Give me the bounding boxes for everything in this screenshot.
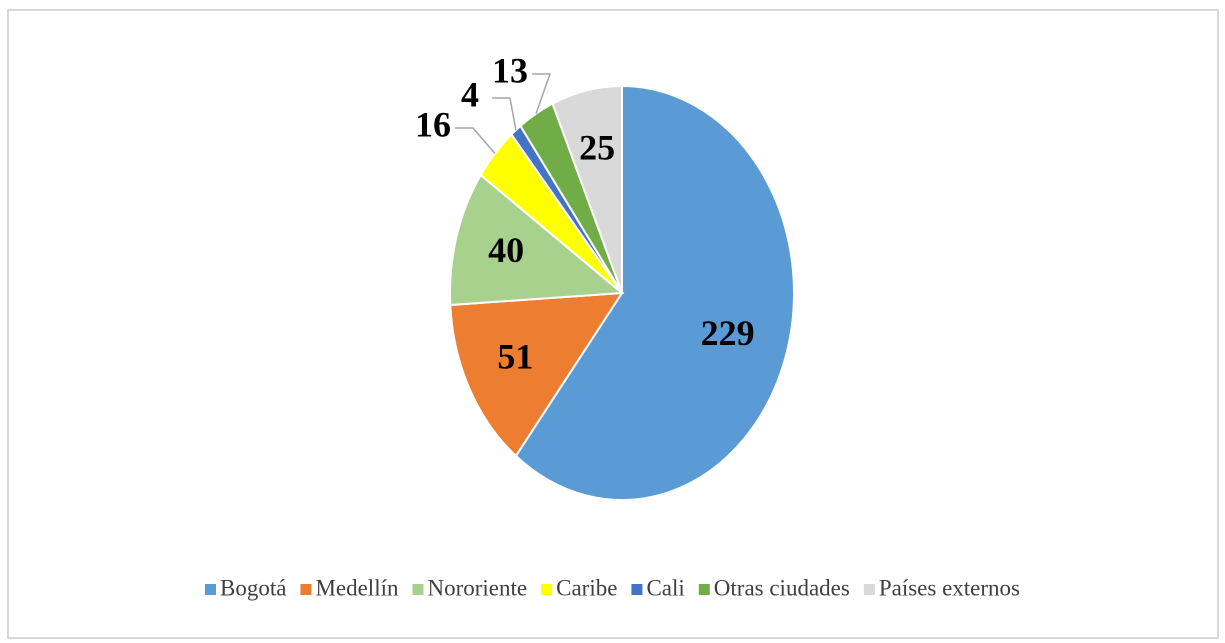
- data-label: 229: [701, 313, 755, 353]
- legend-swatch: [412, 584, 424, 595]
- legend-label: Medellín: [315, 575, 399, 600]
- pie-slice: [514, 84, 795, 501]
- legend-swatch: [863, 584, 875, 595]
- pie-slice: [449, 291, 624, 458]
- data-label: 4: [461, 74, 479, 114]
- leader-line: [532, 73, 552, 114]
- legend-label: Otras ciudades: [714, 575, 850, 600]
- data-label: 25: [579, 127, 615, 167]
- legend-swatch: [631, 584, 643, 595]
- data-label: 51: [497, 336, 533, 376]
- legend-swatch: [204, 584, 216, 595]
- pie-slice: [449, 173, 625, 307]
- data-label: 40: [488, 230, 524, 270]
- legend-swatch: [698, 584, 710, 595]
- legend-label: Caribe: [556, 575, 617, 600]
- legend-label: Bogotá: [220, 575, 286, 600]
- legend-swatch: [541, 584, 553, 595]
- leader-line: [492, 97, 517, 131]
- legend-label: Países externos: [879, 575, 1020, 600]
- legend-label: Cali: [646, 575, 684, 600]
- data-label: 13: [492, 50, 528, 90]
- data-label: 16: [415, 104, 451, 144]
- pie-slice: [551, 84, 623, 294]
- legend-label: Nororiente: [427, 575, 527, 600]
- legend-swatch: [300, 584, 312, 595]
- leader-line: [455, 127, 496, 154]
